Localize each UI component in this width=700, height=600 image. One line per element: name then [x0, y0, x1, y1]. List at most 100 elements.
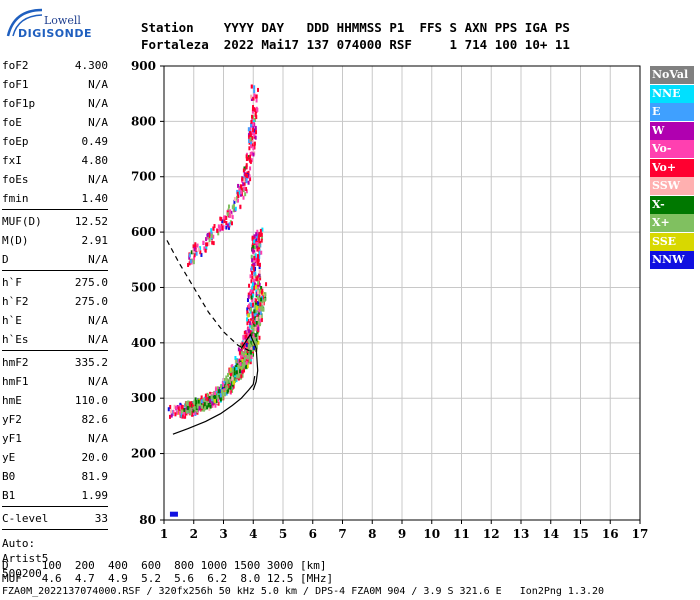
echo-point	[250, 84, 253, 89]
echo-point	[256, 295, 259, 300]
echo-point	[226, 212, 229, 217]
echo-point	[239, 184, 242, 189]
param-name: M(D)	[2, 234, 29, 247]
x-tick-label: 8	[368, 527, 376, 541]
param-b0: B0 81.9	[2, 467, 108, 486]
echo-point	[258, 300, 261, 305]
param-value: 4.300	[74, 59, 108, 72]
echo-point	[232, 371, 235, 376]
echo-point	[242, 182, 245, 187]
param-value: N/A	[88, 97, 108, 110]
echo-point	[252, 285, 255, 290]
echo-point	[194, 242, 197, 247]
echo-point	[249, 309, 252, 314]
x-tick-label: 13	[513, 527, 530, 541]
echo-point	[257, 340, 260, 345]
echo-point	[232, 204, 235, 209]
echo-point	[248, 350, 251, 355]
echo-point	[250, 355, 253, 360]
echo-point	[250, 271, 253, 276]
echo-point	[217, 224, 220, 229]
param-fof1: foF1 N/A	[2, 75, 108, 94]
echo-point	[206, 405, 209, 410]
echo-point	[255, 311, 258, 316]
echo-point	[253, 262, 256, 267]
echo-point	[197, 247, 200, 252]
echo-point	[218, 227, 221, 232]
param-name: MUF(D)	[2, 215, 42, 228]
echo-point	[258, 273, 261, 278]
echo-point	[200, 252, 203, 257]
echo-point	[243, 181, 246, 186]
echo-point	[249, 302, 252, 307]
echo-point	[252, 264, 255, 269]
echo-point	[237, 347, 240, 352]
echo-point	[244, 173, 247, 178]
x-tick-label: 5	[279, 527, 287, 541]
echo-point	[247, 127, 250, 132]
echo-point	[249, 350, 252, 355]
echo-point	[213, 395, 216, 400]
x-tick-label: 3	[219, 527, 227, 541]
param-name: B1	[2, 489, 16, 502]
echo-point	[186, 405, 189, 410]
echo-point	[174, 412, 177, 417]
echo-point	[185, 409, 188, 414]
echo-point	[254, 316, 257, 321]
echo-point	[250, 325, 253, 330]
echo-point	[241, 364, 244, 369]
param-name: D	[2, 253, 9, 266]
echo-point	[252, 319, 255, 324]
echo-point	[241, 373, 244, 378]
echo-point	[186, 403, 189, 408]
echo-point	[231, 215, 234, 220]
x-tick-label: 7	[338, 527, 346, 541]
distance-row: D 100 200 400 600 800 1000 1500 3000 [km…	[2, 559, 327, 572]
echo-point	[249, 177, 252, 182]
echo-point	[249, 323, 252, 328]
echo-point	[252, 115, 255, 120]
echo-point	[249, 131, 252, 136]
echo-point	[199, 403, 202, 408]
param-name: foEp	[2, 135, 29, 148]
echo-point	[260, 238, 263, 243]
echo-point	[235, 359, 238, 364]
echo-point	[250, 332, 253, 337]
param-name: fmin	[2, 192, 29, 205]
echo-point	[240, 343, 243, 348]
echo-point	[187, 408, 190, 413]
footer-info: FZA0M_2022137074000.RSF / 320fx256h 50 k…	[2, 586, 605, 597]
echo-point	[252, 152, 255, 157]
echo-point	[257, 326, 260, 331]
echo-point	[203, 407, 206, 412]
echo-point	[242, 168, 245, 173]
echo-point	[246, 307, 249, 312]
x-tick-label: 14	[542, 527, 559, 541]
echo-point	[207, 241, 210, 246]
echo-point	[194, 397, 197, 402]
echo-point	[193, 256, 196, 261]
header-line-2: Fortaleza 2022 Mai17 137 074000 RSF 1 71…	[141, 37, 570, 52]
echo-point	[240, 187, 243, 192]
echo-point	[244, 350, 247, 355]
echo-point	[241, 351, 244, 356]
echo-point	[244, 334, 247, 339]
echo-point	[220, 217, 223, 222]
echo-point	[246, 351, 249, 356]
echo-point	[243, 364, 246, 369]
ionogram-chart: 1 2 3 4 5 6 7 8 9 10 11 12 13 14 15 16 17802003004005006…	[131, 59, 648, 541]
echo-point	[249, 166, 252, 171]
echo-point	[202, 240, 205, 245]
echo-point	[250, 151, 253, 156]
echo-point	[243, 368, 246, 373]
echo-point	[243, 339, 246, 344]
echo-point	[250, 288, 253, 293]
echo-point	[239, 192, 242, 197]
echo-point	[216, 386, 219, 391]
param-value: 4.80	[81, 154, 109, 167]
echo-point	[255, 276, 258, 281]
echo-point	[259, 320, 262, 325]
param-value: N/A	[88, 78, 108, 91]
echo-point	[264, 292, 267, 297]
echo-point	[239, 355, 242, 360]
